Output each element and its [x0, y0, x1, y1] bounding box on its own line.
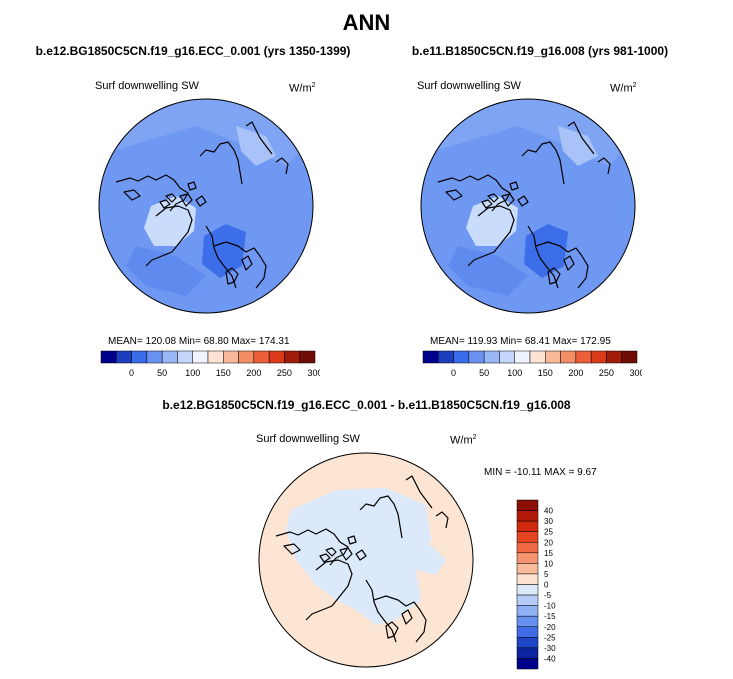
colorbar-1-tick-label: 100	[185, 368, 200, 378]
colorbar-3-tick-label: 10	[544, 559, 553, 568]
colorbar-3-tick-label: -40	[544, 654, 556, 663]
colorbar-1-tick-label: 200	[246, 368, 261, 378]
colorbar-1-tick-label: 300	[307, 368, 320, 378]
panel-2-title: b.e11.B1850C5CN.f19_g16.008 (yrs 981-100…	[411, 44, 669, 58]
colorbar-1-swatch	[299, 350, 316, 364]
colorbar-1-swatch	[223, 350, 239, 364]
colorbar-2-tick-label: 100	[507, 368, 522, 378]
colorbar-2-swatch	[529, 350, 546, 364]
page-title: ANN	[342, 10, 391, 35]
panel-1-units: W/m2	[289, 82, 316, 95]
colorbar-3-swatch	[516, 615, 539, 628]
colorbar-3-tick-label: 0	[544, 581, 549, 590]
map-panel-2	[420, 98, 636, 314]
colorbar-2-swatch	[499, 350, 515, 364]
map-3-boundary	[258, 452, 474, 668]
colorbar-2-swatch	[483, 350, 500, 364]
panel-3-stats: MIN = -10.11 MAX = 9.67	[484, 467, 597, 478]
colorbar-3-tick-label: -20	[544, 623, 556, 632]
colorbar-2-swatch	[453, 350, 470, 364]
colorbar-3-tick-label: 20	[544, 538, 553, 547]
colorbar-1-swatch	[177, 350, 193, 364]
map-panel-3	[258, 452, 474, 668]
colorbar-3-swatch	[516, 510, 539, 522]
panel-1-stats: MEAN= 120.08 Min= 68.80 Max= 174.31	[108, 336, 290, 347]
colorbar-2-swatch	[590, 350, 607, 364]
colorbar-panel-2: 050100150200250300350	[422, 350, 642, 378]
colorbar-1-tick-label: 150	[216, 368, 231, 378]
colorbar-3-swatch	[516, 563, 539, 575]
colorbar-3-swatch	[516, 626, 539, 638]
colorbar-2-swatch	[422, 350, 439, 364]
colorbar-3-swatch	[516, 584, 539, 596]
colorbar-1-swatch	[268, 350, 285, 364]
colorbar-1-swatch	[146, 350, 163, 364]
colorbar-3-swatch	[516, 594, 539, 606]
panel-1-variable: Surf downwelling SW	[95, 80, 199, 92]
colorbar-3-tick-label: -15	[544, 612, 556, 621]
colorbar-3-tick-label: -25	[544, 633, 556, 642]
colorbar-1-swatch	[207, 350, 224, 364]
colorbar-2-tick-label: 50	[479, 368, 489, 378]
colorbar-panel-1: 050100150200250300350	[100, 350, 320, 378]
colorbar-2-swatch	[514, 350, 531, 364]
colorbar-3-tick-label: -5	[544, 591, 552, 600]
panel-3-variable: Surf downwelling SW	[256, 433, 360, 445]
colorbar-3-tick-label: 5	[544, 570, 549, 579]
colorbar-3-swatch	[516, 499, 539, 511]
colorbar-2-tick-label: 300	[629, 368, 642, 378]
panel-1-title: b.e12.BG1850C5CN.f19_g16.ECC_0.001 (yrs …	[35, 44, 351, 58]
colorbar-3-swatch	[516, 637, 539, 649]
colorbar-1-tick-label: 50	[157, 368, 167, 378]
panel-2-variable: Surf downwelling SW	[417, 80, 521, 92]
colorbar-2-tick-label: 250	[599, 368, 614, 378]
panel-2-units: W/m2	[610, 82, 637, 95]
colorbar-2-swatch	[575, 350, 592, 364]
colorbar-1-swatch	[253, 350, 270, 364]
panel-3-units: W/m2	[450, 434, 477, 447]
colorbar-3-swatch	[516, 520, 539, 532]
colorbar-2-tick-label: 0	[451, 368, 456, 378]
colorbar-3-tick-label: -30	[544, 644, 556, 653]
colorbar-3-tick-label: 15	[544, 549, 553, 558]
colorbar-1-swatch	[161, 350, 178, 364]
colorbar-2-swatch	[621, 350, 638, 364]
colorbar-2-swatch	[606, 350, 622, 364]
colorbar-3-tick-label: 40	[544, 507, 553, 516]
colorbar-2-swatch	[560, 350, 577, 364]
colorbar-2-swatch	[545, 350, 561, 364]
colorbar-3-swatch	[516, 658, 539, 670]
colorbar-3-swatch	[516, 605, 539, 617]
colorbar-1-tick-label: 0	[129, 368, 134, 378]
colorbar-3-tick-label: 25	[544, 528, 553, 537]
colorbar-3-swatch	[516, 647, 539, 659]
panel-2-stats: MEAN= 119.93 Min= 68.41 Max= 172.95	[430, 336, 611, 347]
colorbar-1-swatch	[192, 350, 209, 364]
map-1-boundary	[98, 98, 314, 314]
colorbar-2-swatch	[438, 350, 454, 364]
colorbar-1-swatch	[284, 350, 300, 364]
map-panel-1	[98, 98, 314, 314]
colorbar-1-swatch	[116, 350, 132, 364]
map-2-boundary	[420, 98, 636, 314]
colorbar-1-swatch	[238, 350, 255, 364]
colorbar-3-tick-label: -10	[544, 602, 556, 611]
panel-3-title: b.e12.BG1850C5CN.f19_g16.ECC_0.001 - b.e…	[162, 398, 571, 412]
colorbar-3-swatch	[516, 552, 539, 564]
colorbar-3-swatch	[516, 573, 539, 585]
colorbar-2-tick-label: 150	[538, 368, 553, 378]
colorbar-1-swatch	[131, 350, 148, 364]
colorbar-2-tick-label: 200	[568, 368, 583, 378]
colorbar-3-swatch	[516, 531, 539, 543]
colorbar-1-swatch	[100, 350, 117, 364]
colorbar-2-swatch	[468, 350, 485, 364]
colorbar-1-tick-label: 250	[277, 368, 292, 378]
colorbar-3-swatch	[516, 542, 539, 554]
colorbar-3-tick-label: 30	[544, 517, 553, 526]
